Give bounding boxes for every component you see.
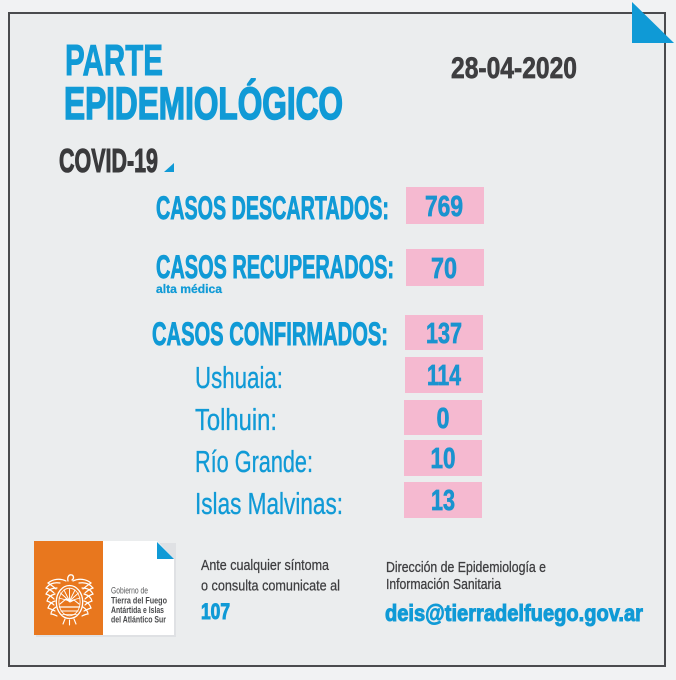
svg-text:Tolhuin:: Tolhuin:: [195, 402, 277, 437]
svg-text:CASOS DESCARTADOS:: CASOS DESCARTADOS:: [156, 190, 389, 226]
svg-text:PARTE: PARTE: [65, 36, 163, 85]
svg-text:alta médica: alta médica: [156, 282, 222, 296]
svg-text:deis@tierradelfuego.gov.ar: deis@tierradelfuego.gov.ar: [385, 600, 643, 626]
svg-text:Ante cualquier síntoma: Ante cualquier síntoma: [201, 557, 330, 574]
svg-text:CASOS RECUPERADOS:: CASOS RECUPERADOS:: [156, 249, 394, 285]
svg-text:del Atlántico Sur: del Atlántico Sur: [111, 614, 166, 624]
svg-text:Islas Malvinas:: Islas Malvinas:: [195, 486, 343, 521]
svg-text:10: 10: [431, 443, 456, 475]
svg-text:Río Grande:: Río Grande:: [195, 444, 313, 479]
svg-text:13: 13: [431, 485, 455, 517]
svg-text:114: 114: [427, 360, 461, 392]
svg-text:EPIDEMIOLÓGICO: EPIDEMIOLÓGICO: [64, 78, 343, 129]
svg-text:o consulta comunicate al: o consulta comunicate al: [201, 578, 340, 595]
svg-text:0: 0: [437, 403, 450, 435]
svg-text:Dirección de Epidemiología e: Dirección de Epidemiología e: [386, 559, 546, 576]
svg-text:Ushuaia:: Ushuaia:: [195, 360, 283, 395]
svg-text:28-04-2020: 28-04-2020: [451, 52, 577, 85]
svg-text:70: 70: [431, 253, 457, 285]
svg-text:769: 769: [425, 191, 463, 223]
svg-text:Información Sanitaria: Información Sanitaria: [386, 576, 502, 593]
svg-text:Gobierno de: Gobierno de: [111, 586, 148, 596]
svg-text:137: 137: [426, 318, 462, 350]
svg-text:COVID-19: COVID-19: [59, 142, 158, 179]
svg-text:107: 107: [201, 599, 230, 624]
svg-text:Antártida e Islas: Antártida e Islas: [111, 605, 164, 615]
svg-text:CASOS CONFIRMADOS:: CASOS CONFIRMADOS:: [152, 316, 388, 352]
svg-text:Tierra del Fuego: Tierra del Fuego: [111, 596, 167, 606]
